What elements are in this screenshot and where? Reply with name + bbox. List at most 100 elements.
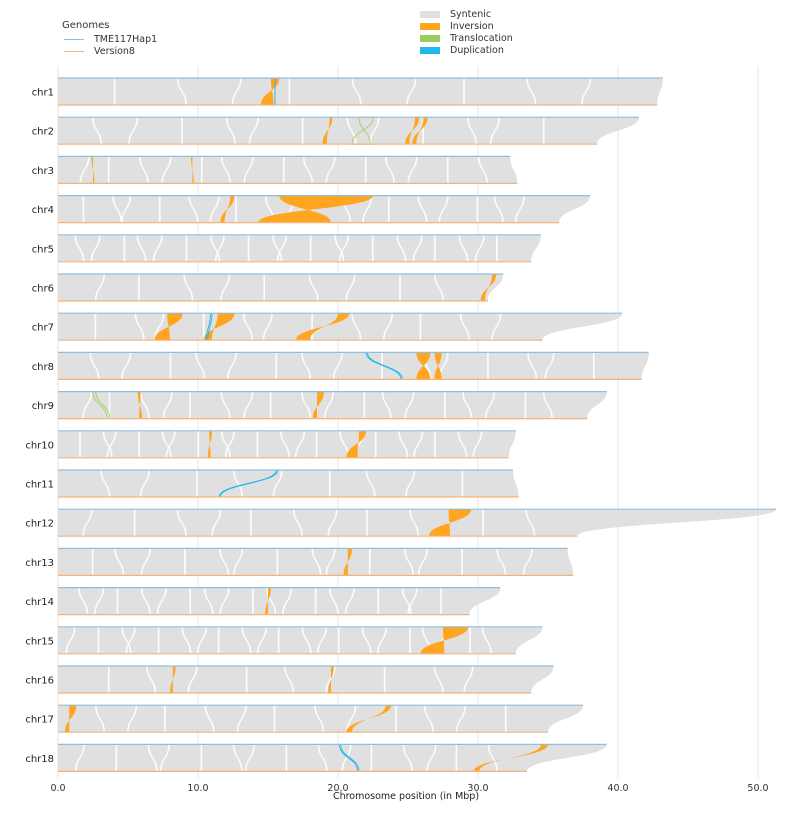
syntenic-gap	[417, 548, 428, 576]
legend-item-duplication: Duplication	[418, 44, 513, 56]
syntenic-gap	[140, 548, 151, 576]
syntenic-gap	[384, 156, 395, 184]
syntenic-gap	[339, 430, 350, 458]
inversion-ribbon	[154, 313, 183, 341]
chromosome-chr8: chr8	[32, 351, 649, 380]
syntenic-ribbon	[58, 744, 607, 772]
syntenic-gap	[275, 352, 278, 380]
syntenic-gap	[219, 587, 230, 615]
syntenic-gap	[114, 548, 125, 576]
syntenic-gap	[472, 430, 483, 458]
syntenic-gap	[276, 548, 279, 576]
syntenic-gap	[263, 274, 266, 301]
syntenic-gap	[434, 430, 436, 458]
syntenic-gap	[491, 313, 502, 341]
syntenic-gap	[407, 156, 418, 184]
chromosome-chr3: chr3	[32, 155, 518, 184]
chromosome-label: chr17	[25, 715, 54, 726]
chromosome-label: chr8	[32, 362, 54, 373]
syntenic-gap	[327, 509, 338, 537]
syntenic-gap	[433, 274, 445, 301]
syntenic-gap	[301, 626, 312, 654]
syntenic-gap	[433, 234, 436, 262]
syntenic-gap	[74, 744, 85, 772]
syntenic-gap	[363, 391, 366, 419]
legend-patch-inversion	[420, 22, 440, 30]
syntenic-gap	[544, 352, 555, 380]
syntenic-gap	[138, 156, 149, 184]
syntenic-gap	[232, 744, 243, 772]
syntenic-gap	[457, 430, 468, 458]
inversion-ribbon	[346, 430, 366, 458]
syntenic-gap	[220, 274, 231, 301]
syntenic-gap	[152, 234, 163, 262]
syntenic-gap	[276, 234, 287, 262]
chromosome-label: chr9	[32, 401, 54, 412]
syntenic-gap	[542, 391, 553, 419]
syntenic-gap	[374, 430, 377, 458]
syntenic-gap	[482, 509, 485, 537]
syntenic-gap	[311, 548, 322, 576]
syntenic-gap	[477, 156, 488, 184]
inversion-ribbon	[258, 195, 373, 223]
syntenic-gap	[115, 744, 118, 772]
syntenic-gap	[592, 352, 595, 380]
syntenic-gap	[241, 626, 252, 654]
x-tick-label: 20.0	[327, 783, 348, 794]
chromosome-chr5: chr5	[32, 234, 541, 263]
syntenic-gap	[242, 313, 254, 341]
chromosome-chr14: chr14	[25, 586, 501, 616]
syntenic-gap	[346, 705, 357, 733]
legend-line-tme117hap1	[64, 38, 84, 40]
syntenic-gap	[458, 234, 469, 262]
syntenic-gap	[496, 548, 507, 576]
chromosome-chr9: chr9	[32, 391, 607, 420]
chromosome-label: chr2	[32, 127, 54, 138]
syntenic-gap	[161, 430, 172, 458]
chromosome-chr13: chr13	[25, 547, 574, 577]
syntenic-gap	[252, 587, 254, 615]
syntenic-gap	[189, 391, 191, 419]
syntenic-gap	[423, 705, 434, 733]
syntenic-gap	[407, 587, 418, 615]
x-tick-label: 30.0	[467, 783, 488, 794]
syntenic-gap	[294, 430, 306, 458]
syntenic-gap	[351, 78, 362, 105]
syntenic-gap	[128, 117, 139, 145]
syntenic-gap	[334, 234, 345, 262]
syntenic-gap	[387, 195, 390, 223]
syntenic-gap	[139, 391, 150, 419]
syntenic-ribbon	[58, 117, 639, 145]
syntenic-gap	[308, 274, 319, 301]
syntenic-gap	[417, 195, 428, 223]
legend-label: Version8	[94, 45, 135, 57]
legend-types: Syntenic Inversion Translocation Duplica…	[418, 8, 513, 56]
syntenic-gap	[351, 313, 362, 341]
syntenic-gap	[461, 470, 464, 497]
legend-label: Syntenic	[450, 8, 492, 20]
syntenic-gap	[301, 391, 312, 419]
chromosome-chr11: chr11	[25, 469, 519, 498]
syntenic-gap	[243, 156, 254, 184]
legend-genomes: Genomes TME117Hap1 Version8	[62, 20, 157, 57]
syntenic-gap	[92, 117, 103, 145]
syntenic-gap	[455, 744, 458, 772]
syntenic-gap	[481, 626, 492, 654]
syntenic-gap	[493, 195, 504, 223]
syntenic-gap	[337, 626, 340, 654]
syntenic-gap	[74, 234, 85, 262]
syntenic-gap	[226, 352, 238, 380]
chromosome-chr6: chr6	[32, 273, 504, 302]
syntenic-gap	[345, 274, 356, 301]
chromosome-label: chr12	[25, 519, 54, 530]
syntenic-gap	[269, 391, 272, 419]
syntenic-gap	[220, 430, 231, 458]
syntenic-gap	[184, 548, 186, 576]
syntenic-gap	[121, 195, 132, 223]
syntenic-gap	[527, 352, 538, 380]
x-tick-label: 10.0	[187, 783, 208, 794]
syntenic-gap	[220, 391, 231, 419]
inversion-ribbon	[480, 274, 497, 301]
syntenic-gap	[161, 156, 172, 184]
syntenic-gap	[474, 234, 485, 262]
